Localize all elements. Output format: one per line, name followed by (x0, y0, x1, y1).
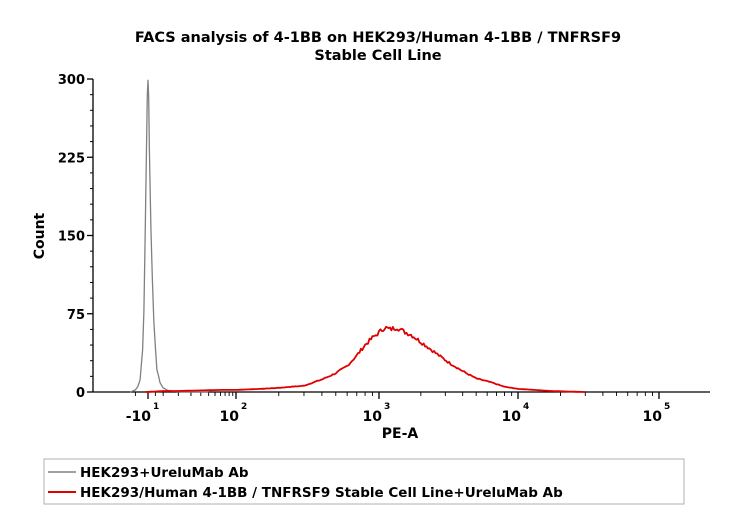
x-tick-label-base: 10 (363, 409, 383, 425)
x-tick-label-base: 10 (220, 409, 240, 425)
series-line-2 (145, 325, 586, 393)
y-tick-label: 75 (67, 308, 85, 323)
x-tick-label-exponent: 2 (241, 402, 247, 412)
y-tick-label: 300 (58, 73, 85, 88)
x-tick-label-exponent: 3 (384, 402, 390, 412)
chart-title-line-2: Stable Cell Line (314, 48, 441, 64)
x-tick-label-base: 10 (502, 409, 522, 425)
legend: HEK293+UreluMab Ab HEK293/Human 4-1BB / … (43, 458, 685, 505)
x-tick-label-exponent: 5 (664, 402, 670, 412)
x-axis-label: PE-A (382, 426, 419, 442)
y-tick-label: 225 (58, 151, 85, 166)
y-axis-label: Count (32, 212, 48, 259)
legend-box (43, 458, 685, 505)
x-tick-label-exponent: 4 (523, 402, 529, 412)
series-line-1 (129, 79, 209, 393)
chart-title-line-1: FACS analysis of 4-1BB on HEK293/Human 4… (135, 30, 621, 46)
x-tick-label-exponent: 1 (153, 402, 159, 412)
y-axis-ticks: 0 75 150 225 300 (58, 73, 93, 401)
y-tick-label: 0 (76, 386, 85, 401)
legend-label-series-1: HEK293+UreluMab Ab (80, 465, 249, 481)
legend-label-series-2: HEK293/Human 4-1BB / TNFRSF9 Stable Cell… (80, 485, 563, 501)
x-tick-label-base: -10 (126, 409, 152, 425)
x-tick-label-base: 10 (643, 409, 663, 425)
series-layer (129, 79, 586, 393)
y-tick-label: 150 (58, 230, 85, 245)
plot-area (92, 79, 710, 393)
